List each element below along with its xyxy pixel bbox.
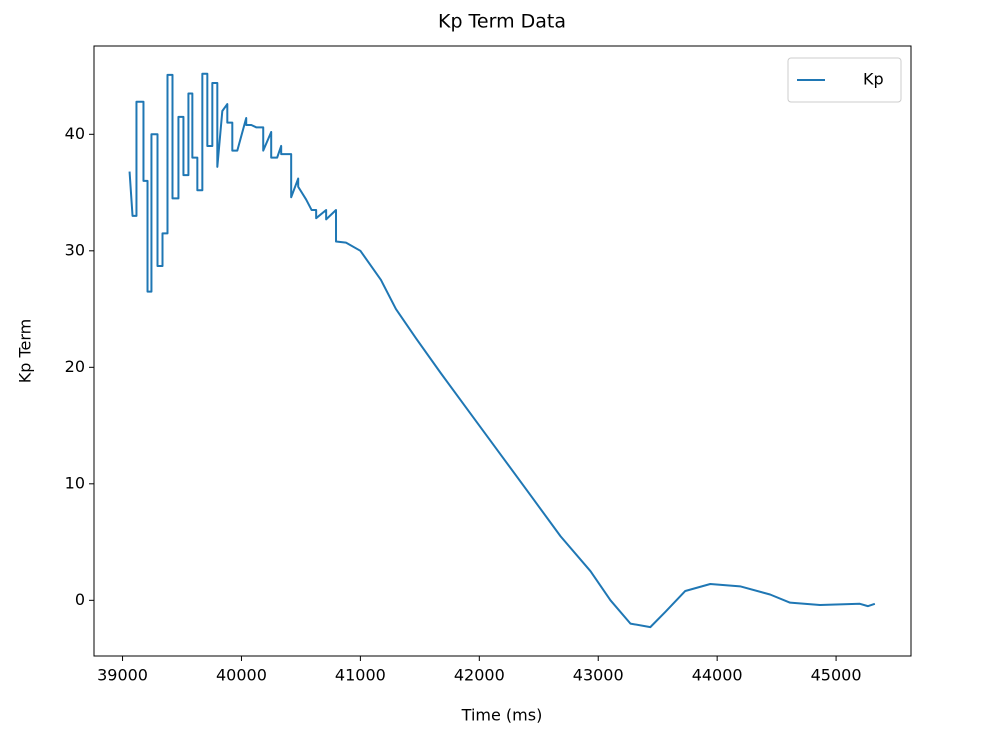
data-line: [128, 72, 876, 629]
plot-frame: [93, 45, 912, 657]
x-tick-label: 40000: [216, 666, 267, 685]
x-tick-label: 44000: [692, 666, 743, 685]
chart-title: Kp Term Data: [438, 11, 566, 33]
y-tick-label: 0: [75, 590, 85, 609]
y-tick-label: 20: [65, 357, 85, 376]
x-tick-label: 42000: [454, 666, 505, 685]
y-tick-label: 40: [65, 124, 85, 143]
x-tick-label: 43000: [573, 666, 624, 685]
x-tick-label: 41000: [335, 666, 386, 685]
x-tick-label: 45000: [811, 666, 862, 685]
y-axis-label: Kp Term: [16, 319, 35, 384]
legend-label: Kp: [863, 70, 884, 89]
legend-frame: [787, 57, 902, 103]
y-tick-label: 10: [65, 473, 85, 492]
legend: Kp: [787, 57, 902, 103]
y-tick-label: 30: [65, 240, 85, 259]
x-tick-label: 39000: [97, 666, 148, 685]
x-axis-label: Time (ms): [461, 706, 543, 725]
